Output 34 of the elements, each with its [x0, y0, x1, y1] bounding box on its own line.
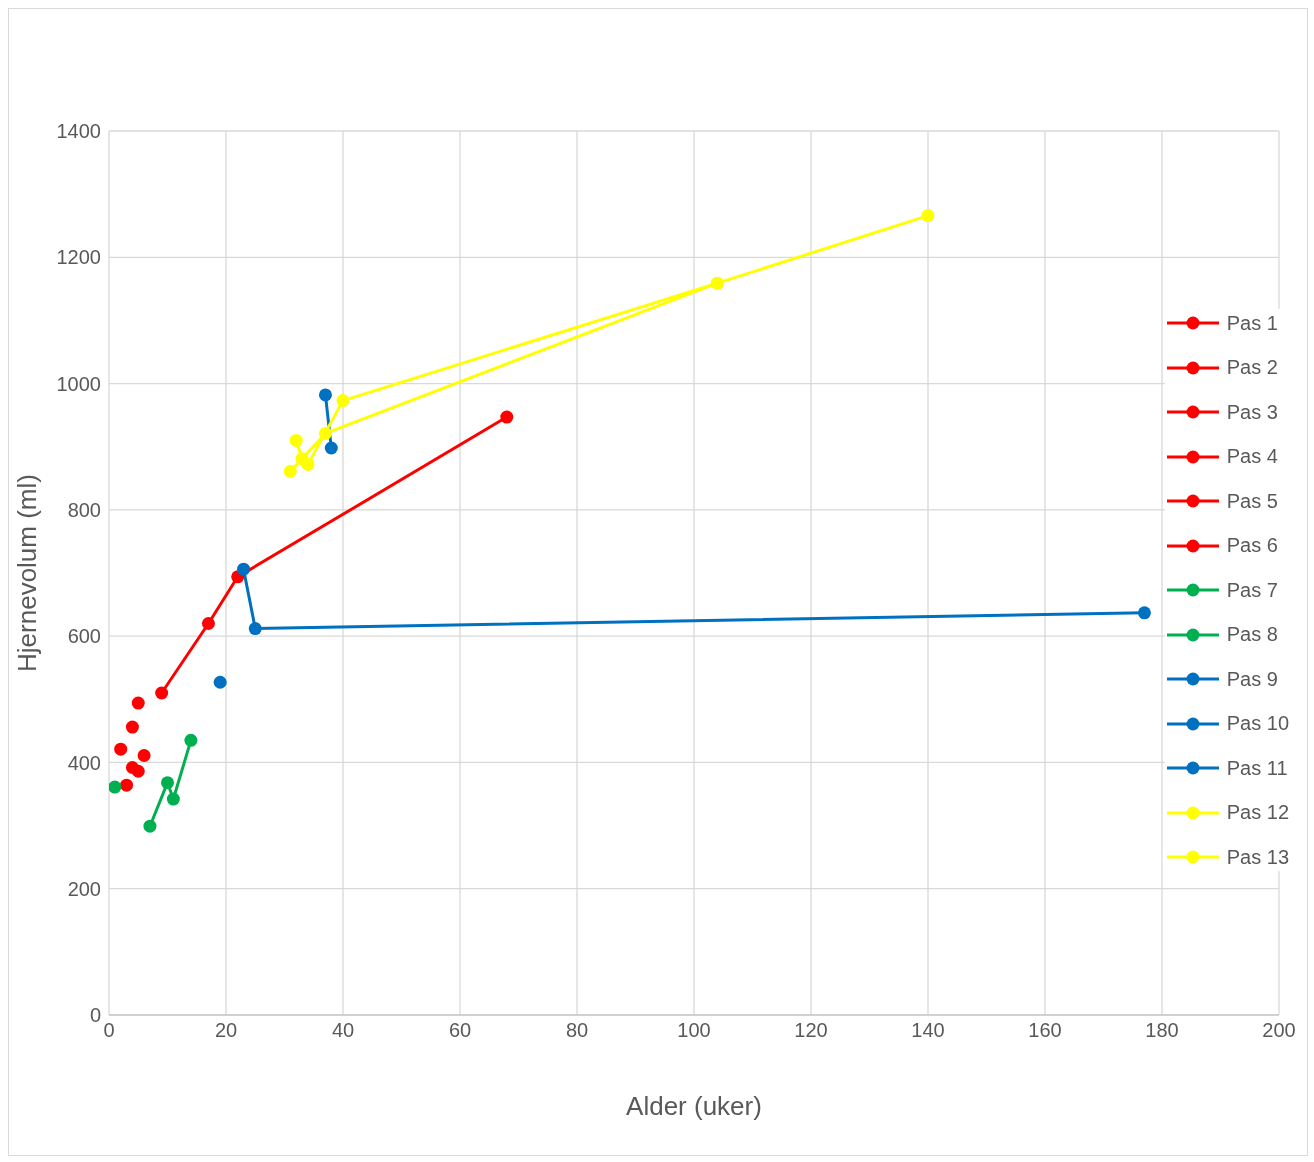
y-tick-label: 200	[67, 877, 101, 900]
x-tick-label: 0	[103, 1019, 115, 1042]
legend-label: Pas 7	[1226, 578, 1278, 602]
x-tick-label: 140	[911, 1019, 945, 1042]
x-tick-label: 180	[1145, 1019, 1179, 1042]
x-tick-label: 20	[214, 1019, 238, 1042]
x-tick-label: 60	[448, 1019, 472, 1042]
legend-label: Pas 13	[1226, 845, 1289, 869]
legend-label: Pas 11	[1226, 756, 1288, 780]
x-tick-label: 200	[1262, 1019, 1296, 1042]
legend-label: Pas 12	[1226, 801, 1289, 824]
y-axis-title: Hjernevolum (ml)	[12, 474, 43, 672]
x-tick-label: 80	[565, 1019, 589, 1042]
legend-label: Pas 6	[1226, 534, 1278, 557]
legend-label: Pas 2	[1226, 356, 1278, 379]
x-tick-label: 160	[1028, 1019, 1062, 1042]
legend-label: Pas 9	[1226, 667, 1278, 691]
legend-label: Pas 5	[1226, 489, 1278, 513]
y-tick-label: 1400	[56, 120, 101, 143]
legend-label: Pas 3	[1226, 400, 1278, 424]
x-tick-label: 40	[331, 1019, 355, 1042]
legend-label: Pas 8	[1226, 623, 1278, 646]
y-tick-label: 1200	[56, 246, 101, 269]
x-tick-label: 100	[677, 1019, 711, 1042]
y-tick-label: 0	[89, 1004, 101, 1027]
y-tick-label: 1000	[56, 372, 101, 395]
legend-label: Pas 4	[1226, 445, 1278, 468]
legend-label: Pas 10	[1226, 712, 1289, 735]
y-tick-label: 600	[67, 625, 101, 648]
x-tick-label: 120	[794, 1019, 828, 1042]
y-tick-label: 800	[67, 498, 101, 521]
x-axis-title: Alder (uker)	[626, 1091, 762, 1121]
y-tick-label: 400	[67, 751, 101, 774]
legend-label: Pas 1	[1226, 311, 1278, 335]
